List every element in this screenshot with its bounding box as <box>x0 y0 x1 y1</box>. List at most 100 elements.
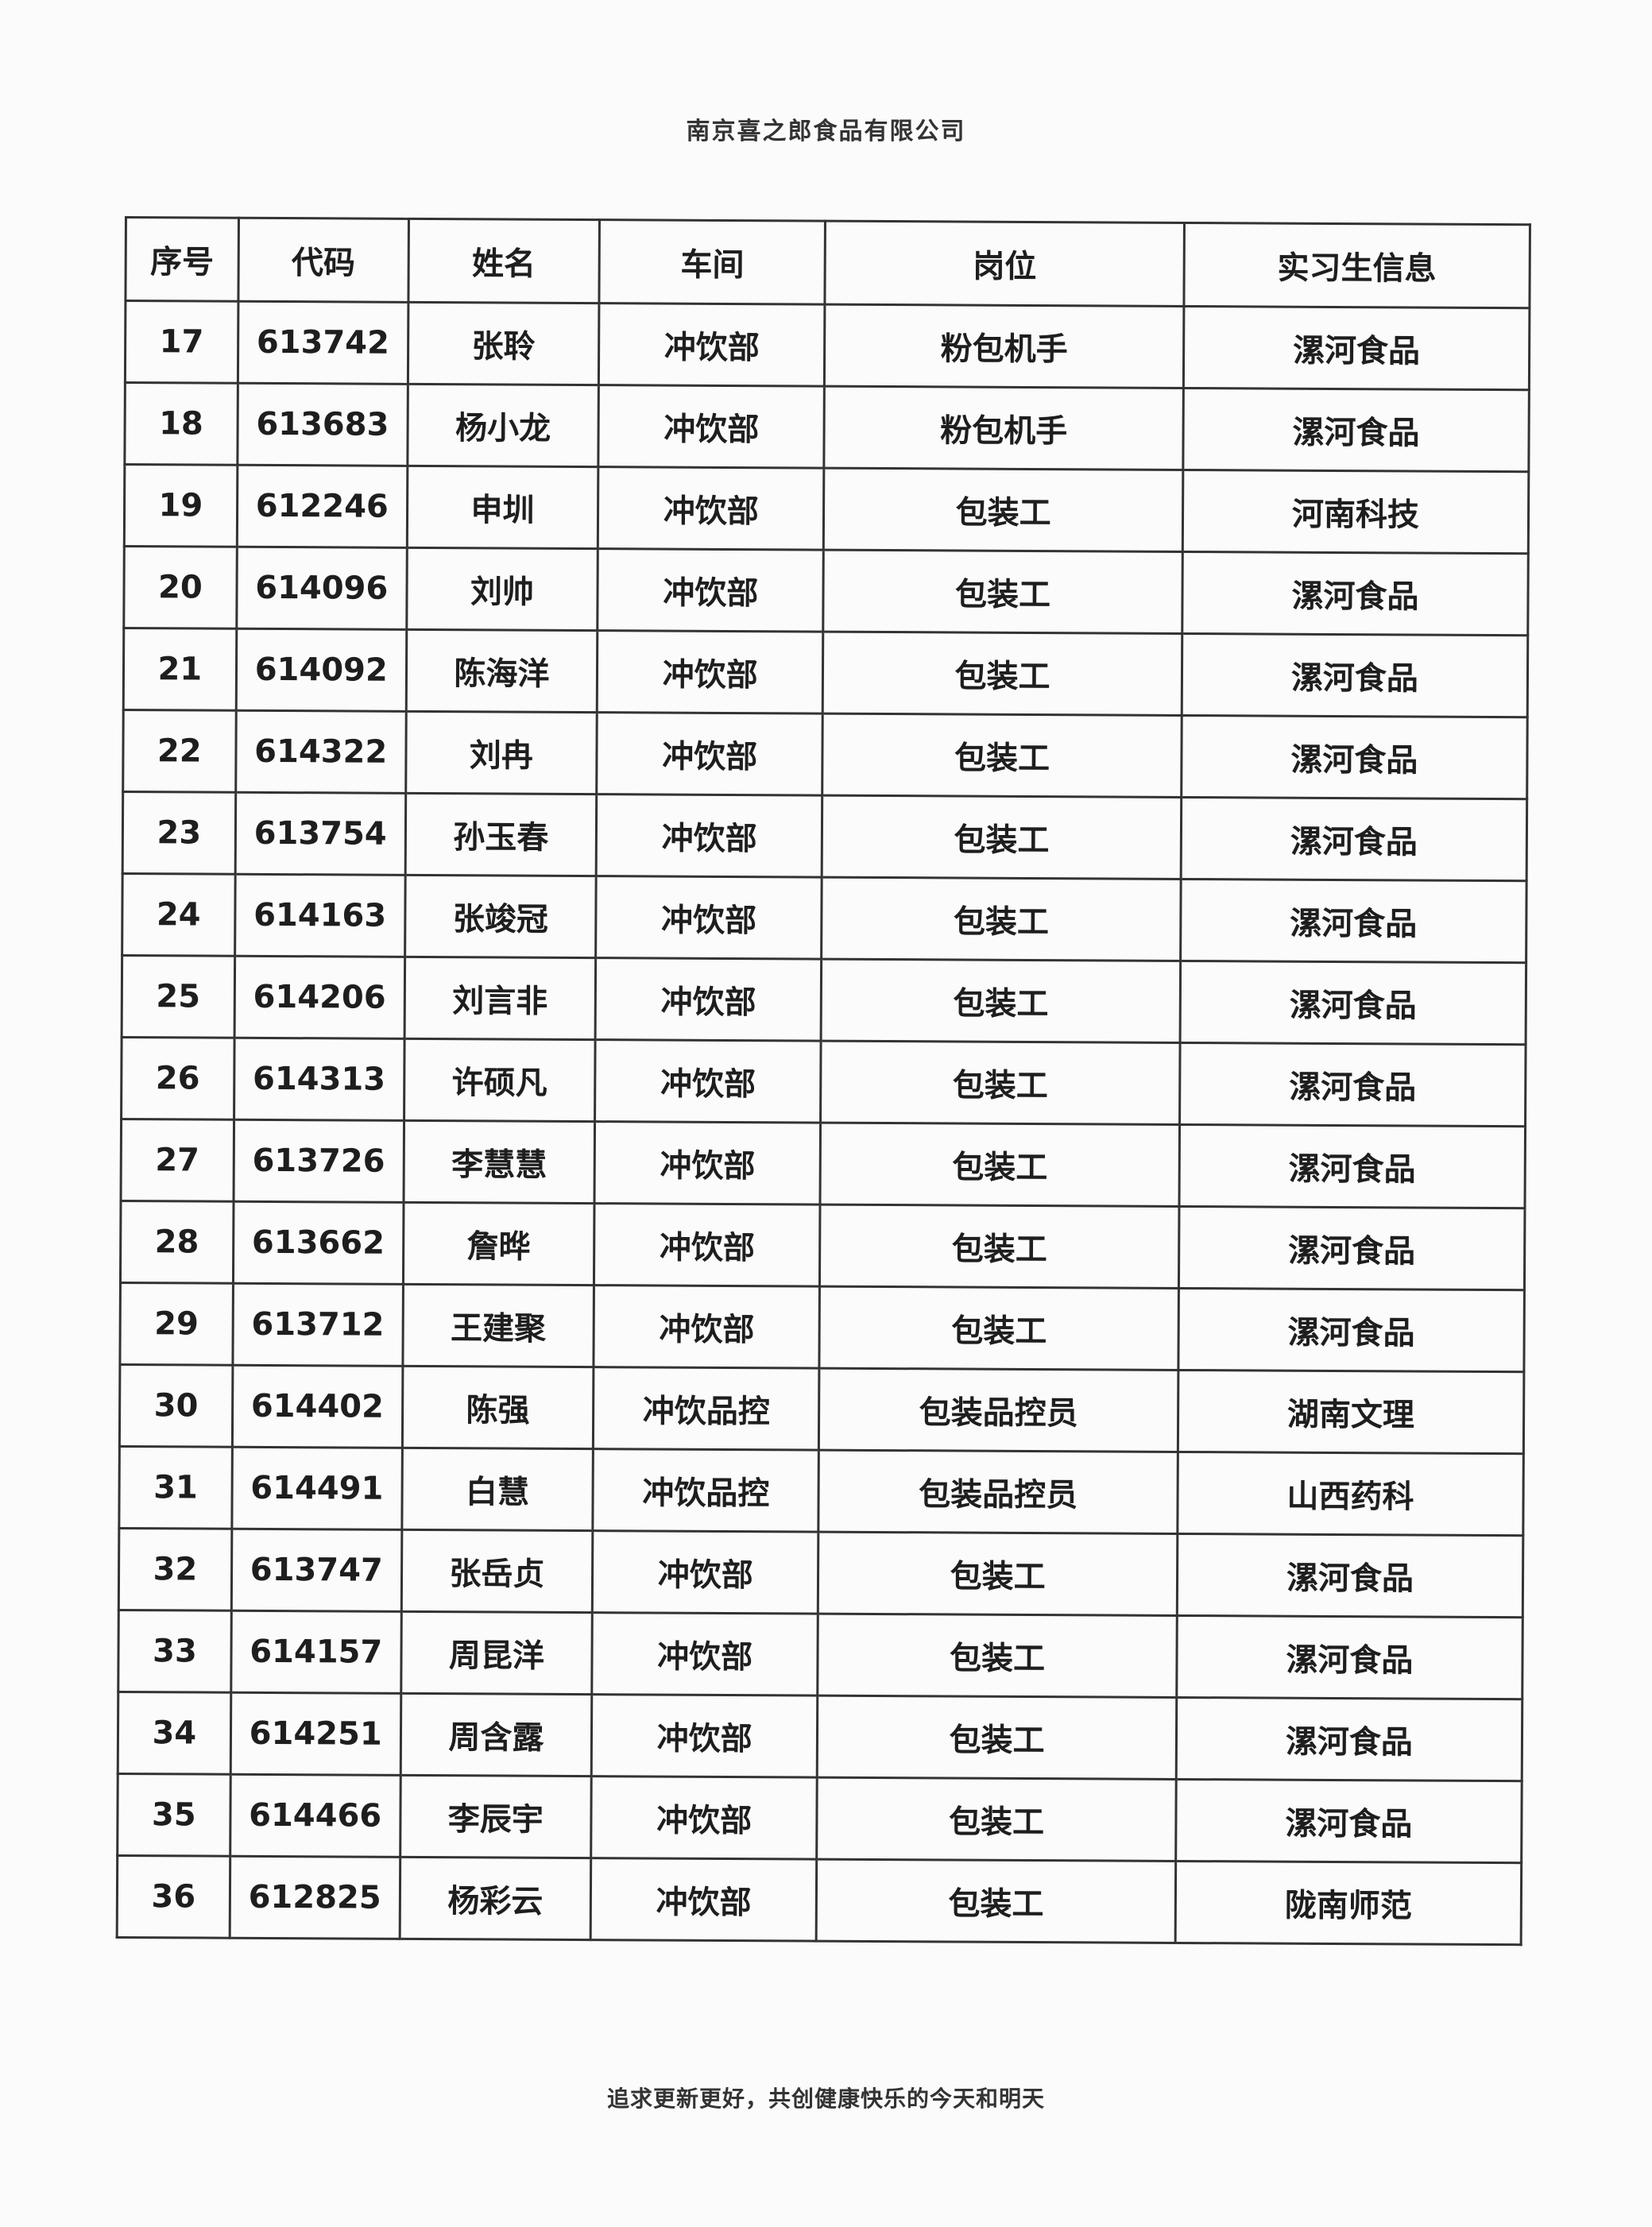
cell-index: 17 <box>125 300 238 384</box>
cell-index: 22 <box>122 709 236 793</box>
cell-workshop: 冲饮部 <box>593 1285 820 1369</box>
column-header-code: 代码 <box>238 218 409 303</box>
cell-name: 许硕凡 <box>404 1038 596 1122</box>
cell-code: 613754 <box>234 792 406 876</box>
cell-workshop: 冲饮部 <box>591 1612 818 1696</box>
cell-workshop: 冲饮部 <box>594 1121 821 1205</box>
cell-workshop: 冲饮部 <box>598 466 825 551</box>
cell-position: 包装工 <box>817 1777 1176 1862</box>
cell-position: 包装工 <box>821 959 1181 1043</box>
cell-workshop: 冲饮部 <box>595 876 822 960</box>
cell-code: 614322 <box>235 710 407 794</box>
cell-index: 28 <box>120 1200 234 1284</box>
cell-workshop: 冲饮部 <box>597 548 824 632</box>
cell-name: 申圳 <box>407 466 598 549</box>
cell-index: 21 <box>123 628 237 711</box>
cell-code: 613662 <box>233 1201 404 1285</box>
table-row: 27 613726 李慧慧 冲饮部 包装工 漯河食品 <box>121 1119 1526 1208</box>
cell-position: 包装工 <box>822 713 1182 798</box>
cell-position: 包装品控员 <box>818 1450 1178 1534</box>
cell-code: 614096 <box>236 547 408 630</box>
column-header-intern-info: 实习生信息 <box>1183 222 1530 308</box>
cell-index: 33 <box>118 1610 232 1693</box>
cell-intern-info: 山西药科 <box>1177 1452 1524 1536</box>
table-row: 35 614466 李辰宇 冲饮部 包装工 漯河食品 <box>117 1773 1522 1863</box>
cell-intern-info: 漯河食品 <box>1181 633 1528 717</box>
cell-position: 包装工 <box>818 1532 1178 1616</box>
cell-name: 白慧 <box>401 1448 594 1531</box>
cell-name: 刘言非 <box>404 957 596 1040</box>
cell-code: 613712 <box>232 1283 404 1367</box>
cell-intern-info: 漯河食品 <box>1183 306 1530 390</box>
cell-index: 34 <box>118 1692 231 1775</box>
cell-position: 粉包机手 <box>824 386 1184 470</box>
table-row: 33 614157 周昆洋 冲饮部 包装工 漯河食品 <box>118 1610 1523 1699</box>
cell-workshop: 冲饮部 <box>596 794 823 878</box>
cell-index: 19 <box>124 464 238 547</box>
cell-code: 613747 <box>231 1529 402 1612</box>
table-row: 29 613712 王建聚 冲饮部 包装工 漯河食品 <box>119 1282 1525 1372</box>
cell-code: 613726 <box>233 1119 404 1203</box>
cell-index: 30 <box>119 1364 233 1448</box>
cell-name: 张聆 <box>408 302 599 385</box>
table-row: 21 614092 陈海洋 冲饮部 包装工 漯河食品 <box>123 628 1528 717</box>
cell-intern-info: 漯河食品 <box>1182 388 1530 472</box>
cell-position: 包装工 <box>822 877 1181 961</box>
cell-code: 614402 <box>232 1365 403 1448</box>
cell-code: 612825 <box>229 1856 400 1939</box>
cell-intern-info: 湖南文理 <box>1178 1370 1524 1454</box>
column-header-index: 序号 <box>125 217 239 302</box>
cell-position: 包装工 <box>823 468 1183 552</box>
cell-position: 包装工 <box>822 795 1182 880</box>
cell-name: 李慧慧 <box>403 1120 595 1204</box>
cell-intern-info: 漯河食品 <box>1180 797 1527 881</box>
cell-position: 包装工 <box>822 632 1182 716</box>
cell-name: 孙玉春 <box>404 793 597 876</box>
cell-position: 包装工 <box>819 1286 1179 1371</box>
cell-index: 26 <box>121 1037 234 1120</box>
cell-code: 614092 <box>235 628 407 712</box>
cell-name: 王建聚 <box>402 1284 594 1367</box>
cell-name: 李辰宇 <box>400 1775 592 1858</box>
column-header-name: 姓名 <box>408 218 600 304</box>
cell-code: 614313 <box>234 1038 404 1121</box>
cell-code: 614491 <box>231 1447 403 1530</box>
cell-code: 612246 <box>237 465 408 548</box>
cell-index: 36 <box>117 1855 230 1939</box>
cell-code: 614157 <box>230 1610 402 1694</box>
cell-intern-info: 漯河食品 <box>1179 1042 1526 1127</box>
table-row: 22 614322 刘冉 冲饮部 包装工 漯河食品 <box>122 709 1528 799</box>
cell-position: 包装工 <box>820 1041 1180 1125</box>
column-header-workshop: 车间 <box>598 219 826 305</box>
cell-intern-info: 漯河食品 <box>1178 1288 1525 1372</box>
cell-intern-info: 漯河食品 <box>1180 879 1527 963</box>
cell-workshop: 冲饮品控 <box>593 1367 820 1451</box>
table-row: 30 614402 陈强 冲饮品控 包装品控员 湖南文理 <box>119 1364 1524 1454</box>
cell-index: 23 <box>122 791 236 875</box>
table-row: 25 614206 刘言非 冲饮部 包装工 漯河食品 <box>122 955 1526 1045</box>
cell-workshop: 冲饮品控 <box>592 1448 819 1533</box>
cell-name: 陈强 <box>402 1366 594 1449</box>
cell-intern-info: 漯河食品 <box>1177 1533 1523 1618</box>
cell-position: 粉包机手 <box>824 304 1184 389</box>
cell-intern-info: 漯河食品 <box>1182 551 1529 636</box>
table-row: 20 614096 刘帅 冲饮部 包装工 漯河食品 <box>123 546 1529 636</box>
cell-position: 包装工 <box>818 1614 1178 1698</box>
cell-intern-info: 漯河食品 <box>1175 1697 1522 1781</box>
cell-code: 614163 <box>234 874 405 957</box>
cell-name: 刘帅 <box>406 547 598 631</box>
cell-position: 包装工 <box>820 1123 1180 1207</box>
cell-index: 27 <box>121 1119 234 1202</box>
cell-index: 35 <box>117 1773 230 1857</box>
cell-intern-info: 漯河食品 <box>1181 715 1528 799</box>
table-row: 19 612246 申圳 冲饮部 包装工 河南科技 <box>124 464 1529 554</box>
table-row: 17 613742 张聆 冲饮部 粉包机手 漯河食品 <box>125 300 1530 390</box>
table-header-row: 序号 代码 姓名 车间 岗位 实习生信息 <box>125 217 1530 308</box>
cell-workshop: 冲饮部 <box>590 1776 818 1860</box>
cell-workshop: 冲饮部 <box>594 1203 821 1287</box>
table-row: 26 614313 许硕凡 冲饮部 包装工 漯河食品 <box>121 1037 1526 1127</box>
cell-intern-info: 河南科技 <box>1182 470 1529 554</box>
cell-index: 31 <box>118 1446 233 1529</box>
cell-index: 29 <box>119 1282 234 1366</box>
cell-workshop: 冲饮部 <box>590 1858 818 1942</box>
